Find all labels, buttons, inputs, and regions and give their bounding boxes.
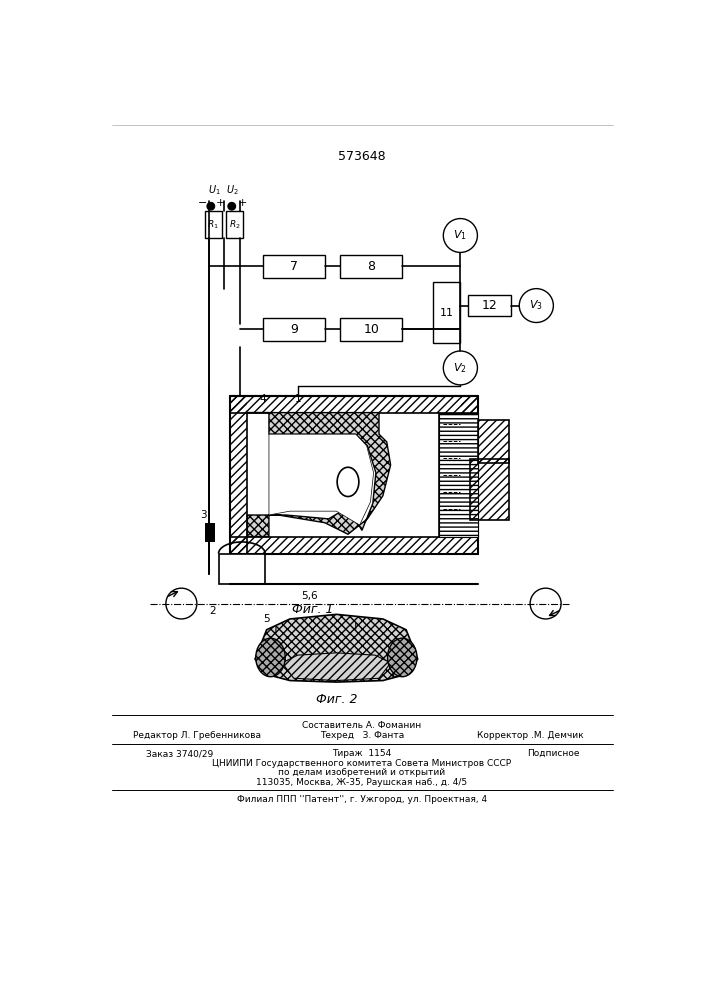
Circle shape (207, 202, 215, 210)
Text: 8: 8 (367, 260, 375, 273)
Circle shape (519, 289, 554, 323)
Polygon shape (269, 434, 373, 525)
Text: 4: 4 (259, 394, 266, 404)
Text: 2: 2 (209, 606, 216, 616)
Ellipse shape (387, 638, 417, 677)
Bar (230, 396, 247, 554)
Circle shape (228, 202, 235, 210)
Text: 7: 7 (290, 260, 298, 273)
Text: 113035, Москва, Ж-35, Раушская наб., д. 4/5: 113035, Москва, Ж-35, Раушская наб., д. … (257, 778, 467, 787)
Bar (218, 554, 265, 584)
Text: Подписное: Подписное (527, 749, 580, 758)
Text: $U_2$: $U_2$ (226, 183, 238, 197)
Polygon shape (255, 614, 418, 682)
Bar (468, 295, 510, 316)
Text: 9: 9 (290, 323, 298, 336)
Bar (230, 537, 478, 554)
Text: 11: 11 (440, 308, 454, 318)
Text: 3: 3 (200, 510, 206, 520)
Bar (478, 420, 509, 463)
Text: 10: 10 (363, 323, 379, 336)
Text: 5,6: 5,6 (301, 591, 317, 601)
Text: 8: 8 (391, 669, 398, 679)
Text: 5: 5 (263, 614, 270, 624)
Text: 12: 12 (481, 299, 497, 312)
Text: 1: 1 (294, 394, 301, 404)
Circle shape (443, 351, 477, 385)
Bar (263, 255, 325, 278)
Text: Техред   З. Фанта: Техред З. Фанта (320, 731, 404, 740)
Text: Тираж  1154: Тираж 1154 (332, 749, 392, 758)
Text: по делам изобретений и открытий: по делам изобретений и открытий (279, 768, 445, 777)
Circle shape (443, 219, 477, 252)
Bar (204, 211, 222, 238)
Ellipse shape (337, 467, 359, 497)
Text: $V_1$: $V_1$ (453, 229, 467, 242)
Text: $V_2$: $V_2$ (453, 361, 467, 375)
Text: Филиал ППП ''Патент'', г. Ужгород, ул. Проектная, 4: Филиал ППП ''Патент'', г. Ужгород, ул. П… (237, 795, 487, 804)
Text: +: + (216, 198, 226, 208)
Text: −: − (198, 198, 207, 208)
Text: Фиг. 1: Фиг. 1 (293, 603, 334, 616)
Bar (226, 211, 243, 238)
Text: Редактор Л. Гребенникова: Редактор Л. Гребенникова (133, 731, 261, 740)
Text: Корректор .М. Демчик: Корректор .М. Демчик (477, 731, 583, 740)
Bar (470, 459, 509, 520)
Text: Заказ 3740/29: Заказ 3740/29 (146, 749, 214, 758)
Bar (433, 282, 460, 343)
Polygon shape (282, 653, 391, 681)
Bar (230, 396, 478, 413)
Bar (461, 396, 478, 537)
Text: $V_3$: $V_3$ (530, 299, 543, 312)
Ellipse shape (256, 638, 285, 677)
Text: ЦНИИПИ Государственного комитета Совета Министров СССР: ЦНИИПИ Государственного комитета Совета … (212, 759, 511, 768)
Text: Составитель А. Фоманин: Составитель А. Фоманин (303, 721, 421, 730)
Bar (440, 413, 478, 537)
Bar (340, 255, 402, 278)
Text: $R_2$: $R_2$ (229, 218, 240, 231)
Text: $R_1$: $R_1$ (207, 218, 219, 231)
Bar (263, 318, 325, 341)
Text: 573648: 573648 (338, 150, 386, 163)
Text: +: + (238, 198, 247, 208)
Text: Фиг. 2: Фиг. 2 (315, 693, 357, 706)
Text: $U_1$: $U_1$ (209, 183, 221, 197)
Bar (206, 523, 215, 542)
Polygon shape (247, 413, 391, 537)
Bar (340, 318, 402, 341)
